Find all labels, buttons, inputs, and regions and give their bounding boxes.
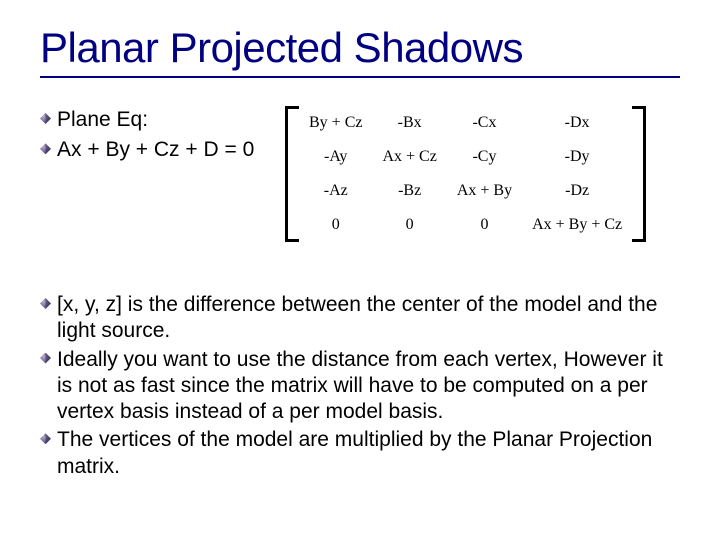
matrix-cell: -Bx [372,106,446,140]
matrix-cell: -Dz [522,174,632,208]
bullet-item: Ax + By + Cz + D = 0 [40,136,285,164]
matrix-cell: -Cx [447,106,522,140]
matrix-row: 0 0 0 Ax + By + Cz [299,208,632,242]
matrix-left-bracket [285,106,299,242]
slide-title: Planar Projected Shadows [40,24,680,72]
matrix-right-bracket [632,106,646,242]
matrix-column: By + Cz -Bx -Cx -Dx -Ay Ax + Cz -Cy -Dy … [285,106,680,242]
diamond-bullet-icon [40,143,51,154]
matrix-cell: 0 [372,208,446,242]
diamond-bullet-icon [40,353,51,364]
matrix-cell: -Bz [372,174,446,208]
bullet-text: Ideally you want to use the distance fro… [57,347,680,426]
matrix-cell: -Cy [447,140,522,174]
diamond-bullet-icon [40,433,51,444]
bullet-text: Ax + By + Cz + D = 0 [57,136,285,164]
matrix-cell: Ax + By + Cz [522,208,632,242]
matrix-cell: Ax + Cz [372,140,446,174]
left-column: Plane Eq: Ax + By + Cz + D = 0 [40,106,285,167]
bullet-item: Plane Eq: [40,106,285,134]
bullet-text: The vertices of the model are multiplied… [57,427,680,480]
bullet-item: [x, y, z] is the difference between the … [40,292,680,345]
matrix-cell: 0 [299,208,372,242]
matrix-row: By + Cz -Bx -Cx -Dx [299,106,632,140]
matrix-cell: Ax + By [447,174,522,208]
matrix-cell: 0 [447,208,522,242]
matrix-table: By + Cz -Bx -Cx -Dx -Ay Ax + Cz -Cy -Dy … [299,106,632,242]
matrix-cell: By + Cz [299,106,372,140]
diamond-bullet-icon [40,113,51,124]
matrix-cell: -Ay [299,140,372,174]
bullet-text: [x, y, z] is the difference between the … [57,292,680,345]
matrix-cell: -Dy [522,140,632,174]
bullet-text: Plane Eq: [57,106,285,134]
bullet-item: Ideally you want to use the distance fro… [40,347,680,426]
title-underline [40,76,680,78]
diamond-bullet-icon [40,298,51,309]
matrix-cell: -Az [299,174,372,208]
bullet-item: The vertices of the model are multiplied… [40,427,680,480]
matrix-row: -Ay Ax + Cz -Cy -Dy [299,140,632,174]
slide: Planar Projected Shadows Plane Eq: Ax + … [0,0,720,540]
content-row: Plane Eq: Ax + By + Cz + D = 0 By + Cz -… [40,106,680,242]
matrix-cell: -Dx [522,106,632,140]
projection-matrix: By + Cz -Bx -Cx -Dx -Ay Ax + Cz -Cy -Dy … [285,106,680,242]
matrix-row: -Az -Bz Ax + By -Dz [299,174,632,208]
bottom-bullets: [x, y, z] is the difference between the … [40,292,680,480]
